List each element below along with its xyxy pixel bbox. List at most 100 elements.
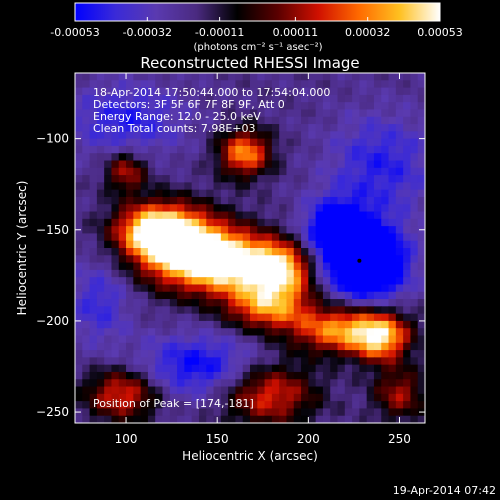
heatmap-cell [388,415,397,424]
heatmap-cell [257,240,266,249]
heatmap-cell [315,313,324,322]
heatmap-cell [235,116,244,125]
heatmap-cell [395,204,404,213]
heatmap-cell [118,218,127,227]
heatmap-cell [330,94,338,103]
heatmap-cell [403,277,411,285]
heatmap-cell [206,328,215,336]
heatmap-cell [235,328,244,336]
heatmap-cell [271,138,280,147]
heatmap-cell [366,350,375,358]
heatmap-cell [118,284,127,293]
heatmap-cell [96,87,105,96]
heatmap-cell [191,313,200,322]
heatmap-cell [147,306,156,315]
heatmap-cell [140,291,149,300]
heatmap-cell [184,320,193,329]
heatmap-cell [155,167,163,176]
heatmap-cell [242,393,251,402]
heatmap-cell [250,306,258,315]
heatmap-cell [264,94,273,103]
heatmap-cell [315,291,324,300]
heatmap-cell [155,204,163,213]
heatmap-cell [279,196,287,205]
heatmap-cell [155,94,163,103]
heatmap-cell [410,175,419,183]
heatmap-cell [381,386,390,395]
info-annotation-line: Clean Total counts: 7.98E+03 [93,122,256,135]
heatmap-cell [322,204,331,213]
heatmap-cell [184,94,193,103]
heatmap-cell [315,328,324,336]
heatmap-cell [198,145,207,154]
heatmap-cell [417,131,426,140]
heatmap-cell [140,138,149,147]
heatmap-cell [286,131,295,140]
heatmap-cell [352,211,360,220]
heatmap-cell [155,393,163,402]
heatmap-cell [403,116,411,125]
heatmap-cell [118,371,127,380]
heatmap-cell [242,342,251,351]
heatmap-cell [213,240,222,249]
heatmap-cell [177,408,185,417]
heatmap-cell [96,218,105,227]
heatmap-cell [177,255,185,264]
heatmap-cell [96,131,105,140]
heatmap-cell [381,248,390,256]
heatmap-cell [250,196,258,205]
heatmap-cell [118,379,127,388]
heatmap-cell [301,87,309,96]
heatmap-cell [235,306,244,315]
peak-dot [357,258,362,263]
heatmap-cell [82,145,91,154]
heatmap-cell [301,371,309,380]
heatmap-cell [133,357,142,366]
heatmap-cell [126,299,134,307]
heatmap-cell [410,182,419,191]
heatmap-cell [410,87,419,96]
heatmap-cell [89,160,98,169]
heatmap-cell [213,226,222,234]
heatmap-cell [118,393,127,402]
heatmap-cell [410,160,419,169]
heatmap-cell [126,328,134,336]
heatmap-cell [147,109,156,118]
heatmap-cell [220,153,229,161]
heatmap-cell [271,371,280,380]
heatmap-cell [330,269,338,278]
heatmap-cell [198,371,207,380]
heatmap-cell [337,393,346,402]
heatmap-cell [286,328,295,336]
heatmap-cell [155,248,163,256]
heatmap-cell [344,328,353,336]
heatmap-cell [388,160,397,169]
heatmap-cell [155,284,163,293]
heatmap-cell [155,364,163,373]
heatmap-cell [140,401,149,409]
heatmap-cell [373,262,382,271]
heatmap-cell [417,248,426,256]
heatmap-cell [75,401,83,409]
heatmap-cell [126,87,134,96]
heatmap-cell [286,269,295,278]
heatmap-cell [162,262,171,271]
heatmap-cell [271,109,280,118]
heatmap-cell [330,415,338,424]
heatmap-cell [286,415,295,424]
heatmap-cell [279,320,287,329]
heatmap-cell [286,153,295,161]
heatmap-cell [271,408,280,417]
heatmap-cell [366,233,375,242]
heatmap-cell [279,109,287,118]
heatmap-cell [359,145,368,154]
heatmap-cell [213,306,222,315]
heatmap-cell [388,189,397,198]
y-tick-label: −100 [36,132,69,146]
heatmap-cell [206,131,215,140]
heatmap-cell [213,357,222,366]
heatmap-cell [395,357,404,366]
heatmap-cell [315,284,324,293]
heatmap-cell [279,160,287,169]
heatmap-cell [118,102,127,110]
